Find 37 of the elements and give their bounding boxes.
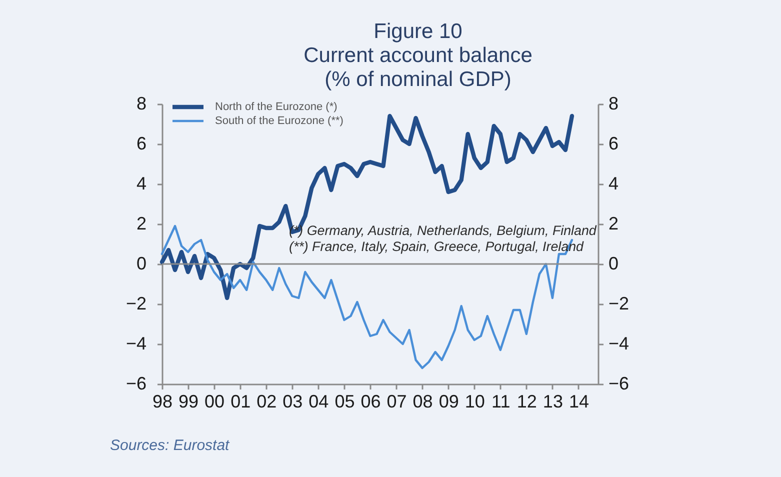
x-tick-label: 06 — [360, 392, 381, 412]
x-tick-label: 02 — [256, 392, 277, 412]
y2-tick-label: 0 — [608, 254, 619, 274]
y2-tick-label: 6 — [608, 134, 619, 154]
x-tick-label: 11 — [492, 392, 510, 412]
x-tick-label: 98 — [152, 392, 173, 412]
chart-title: Figure 10 Current account balance (% of nominal GDP) — [304, 20, 532, 91]
x-tick-label: 13 — [542, 392, 563, 412]
x-tick-label: 00 — [204, 392, 225, 412]
x-tick-label: 03 — [282, 392, 303, 412]
y2-tick-label: 8 — [608, 94, 619, 114]
y2-tick-label: −6 — [608, 374, 630, 394]
x-tick-label: 09 — [438, 392, 459, 412]
y2-tick-label: 4 — [608, 174, 619, 194]
x-tick-label: 99 — [178, 392, 199, 412]
y2-tick-label: −2 — [608, 294, 630, 314]
x-tick-label: 10 — [464, 392, 485, 412]
legend-label: North of the Eurozone (*) — [215, 101, 338, 113]
x-tick-label: 04 — [308, 392, 329, 412]
x-tick-label: 05 — [334, 392, 355, 412]
y-tick-label: 0 — [136, 254, 146, 274]
x-tick-label: 07 — [386, 392, 407, 412]
y-tick-label: 8 — [136, 94, 146, 114]
y-tick-label: −4 — [126, 334, 146, 354]
y-tick-label: −2 — [126, 294, 146, 314]
y2-tick-label: −4 — [608, 334, 630, 354]
y-tick-label: 2 — [136, 214, 146, 234]
y-tick-label: 6 — [136, 134, 146, 154]
y2-tick-label: 2 — [608, 214, 619, 234]
source-note: Sources: Eurostat — [110, 437, 230, 454]
x-tick-label: 01 — [230, 392, 251, 412]
legend-label: South of the Eurozone (**) — [215, 115, 344, 127]
y-tick-label: −6 — [126, 374, 146, 394]
y-tick-label: 4 — [136, 174, 146, 194]
x-tick-label: 12 — [516, 392, 537, 412]
x-tick-label: 14 — [568, 392, 589, 412]
x-tick-label: 08 — [412, 392, 433, 412]
